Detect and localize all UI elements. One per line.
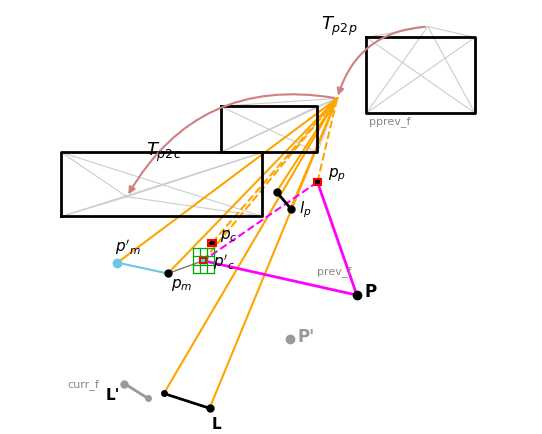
Text: P': P' xyxy=(298,328,315,345)
Bar xyxy=(208,240,216,246)
Text: P: P xyxy=(365,283,377,301)
Text: $p_m$: $p_m$ xyxy=(171,277,192,293)
Bar xyxy=(200,258,207,263)
Text: $p_c$: $p_c$ xyxy=(220,228,237,244)
Text: $T_{p2p}$: $T_{p2p}$ xyxy=(321,15,358,38)
Text: $p'_m$: $p'_m$ xyxy=(115,237,141,257)
Text: $p_p$: $p_p$ xyxy=(328,167,346,184)
Text: $p'_c$: $p'_c$ xyxy=(212,253,234,272)
Text: $l_p$: $l_p$ xyxy=(299,199,312,220)
Text: $T_{p2c}$: $T_{p2c}$ xyxy=(146,141,182,164)
Text: prev_f: prev_f xyxy=(318,266,352,276)
Text: curr_f: curr_f xyxy=(68,379,100,390)
Bar xyxy=(314,179,321,185)
Text: L: L xyxy=(212,417,221,432)
Text: L': L' xyxy=(106,388,120,403)
Text: pprev_f: pprev_f xyxy=(369,116,410,127)
